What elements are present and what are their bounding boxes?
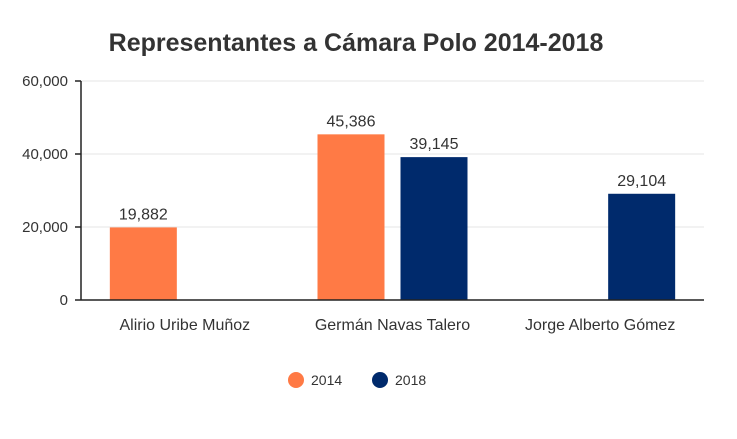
category-label: Alirio Uribe Muñoz <box>119 317 250 334</box>
data-label: 45,386 <box>327 113 376 130</box>
legend-swatch-2018 <box>372 372 388 388</box>
legend-swatch-2014 <box>288 372 304 388</box>
y-tick-label: 20,000 <box>22 219 68 236</box>
category-label: Jorge Alberto Gómez <box>525 317 675 334</box>
bar-2018 <box>400 157 468 300</box>
y-tick-label: 40,000 <box>22 146 68 163</box>
legend-label: 2018 <box>395 372 426 388</box>
bar-2014 <box>317 134 385 300</box>
y-axis-ticks: 0 20,000 40,000 60,000 <box>22 73 81 309</box>
chart-title: Representantes a Cámara Polo 2014-2018 <box>109 29 604 57</box>
y-tick-label: 0 <box>60 292 68 309</box>
legend: 2014 2018 <box>288 372 426 388</box>
bars <box>109 134 676 300</box>
data-label: 29,104 <box>617 173 666 190</box>
x-axis-categories: Alirio Uribe Muñoz Germán Navas Talero Jor… <box>119 317 675 334</box>
y-tick-label: 60,000 <box>22 73 68 90</box>
bar-2014 <box>109 227 177 300</box>
data-labels: 19,882 45,386 39,145 29,104 <box>119 113 666 223</box>
axes <box>80 81 704 301</box>
data-label: 19,882 <box>119 206 168 223</box>
grid-lines <box>81 80 704 228</box>
bar-2018 <box>608 193 676 300</box>
category-label: Germán Navas Talero <box>315 317 470 334</box>
data-label: 39,145 <box>410 136 459 153</box>
legend-label: 2014 <box>311 372 342 388</box>
